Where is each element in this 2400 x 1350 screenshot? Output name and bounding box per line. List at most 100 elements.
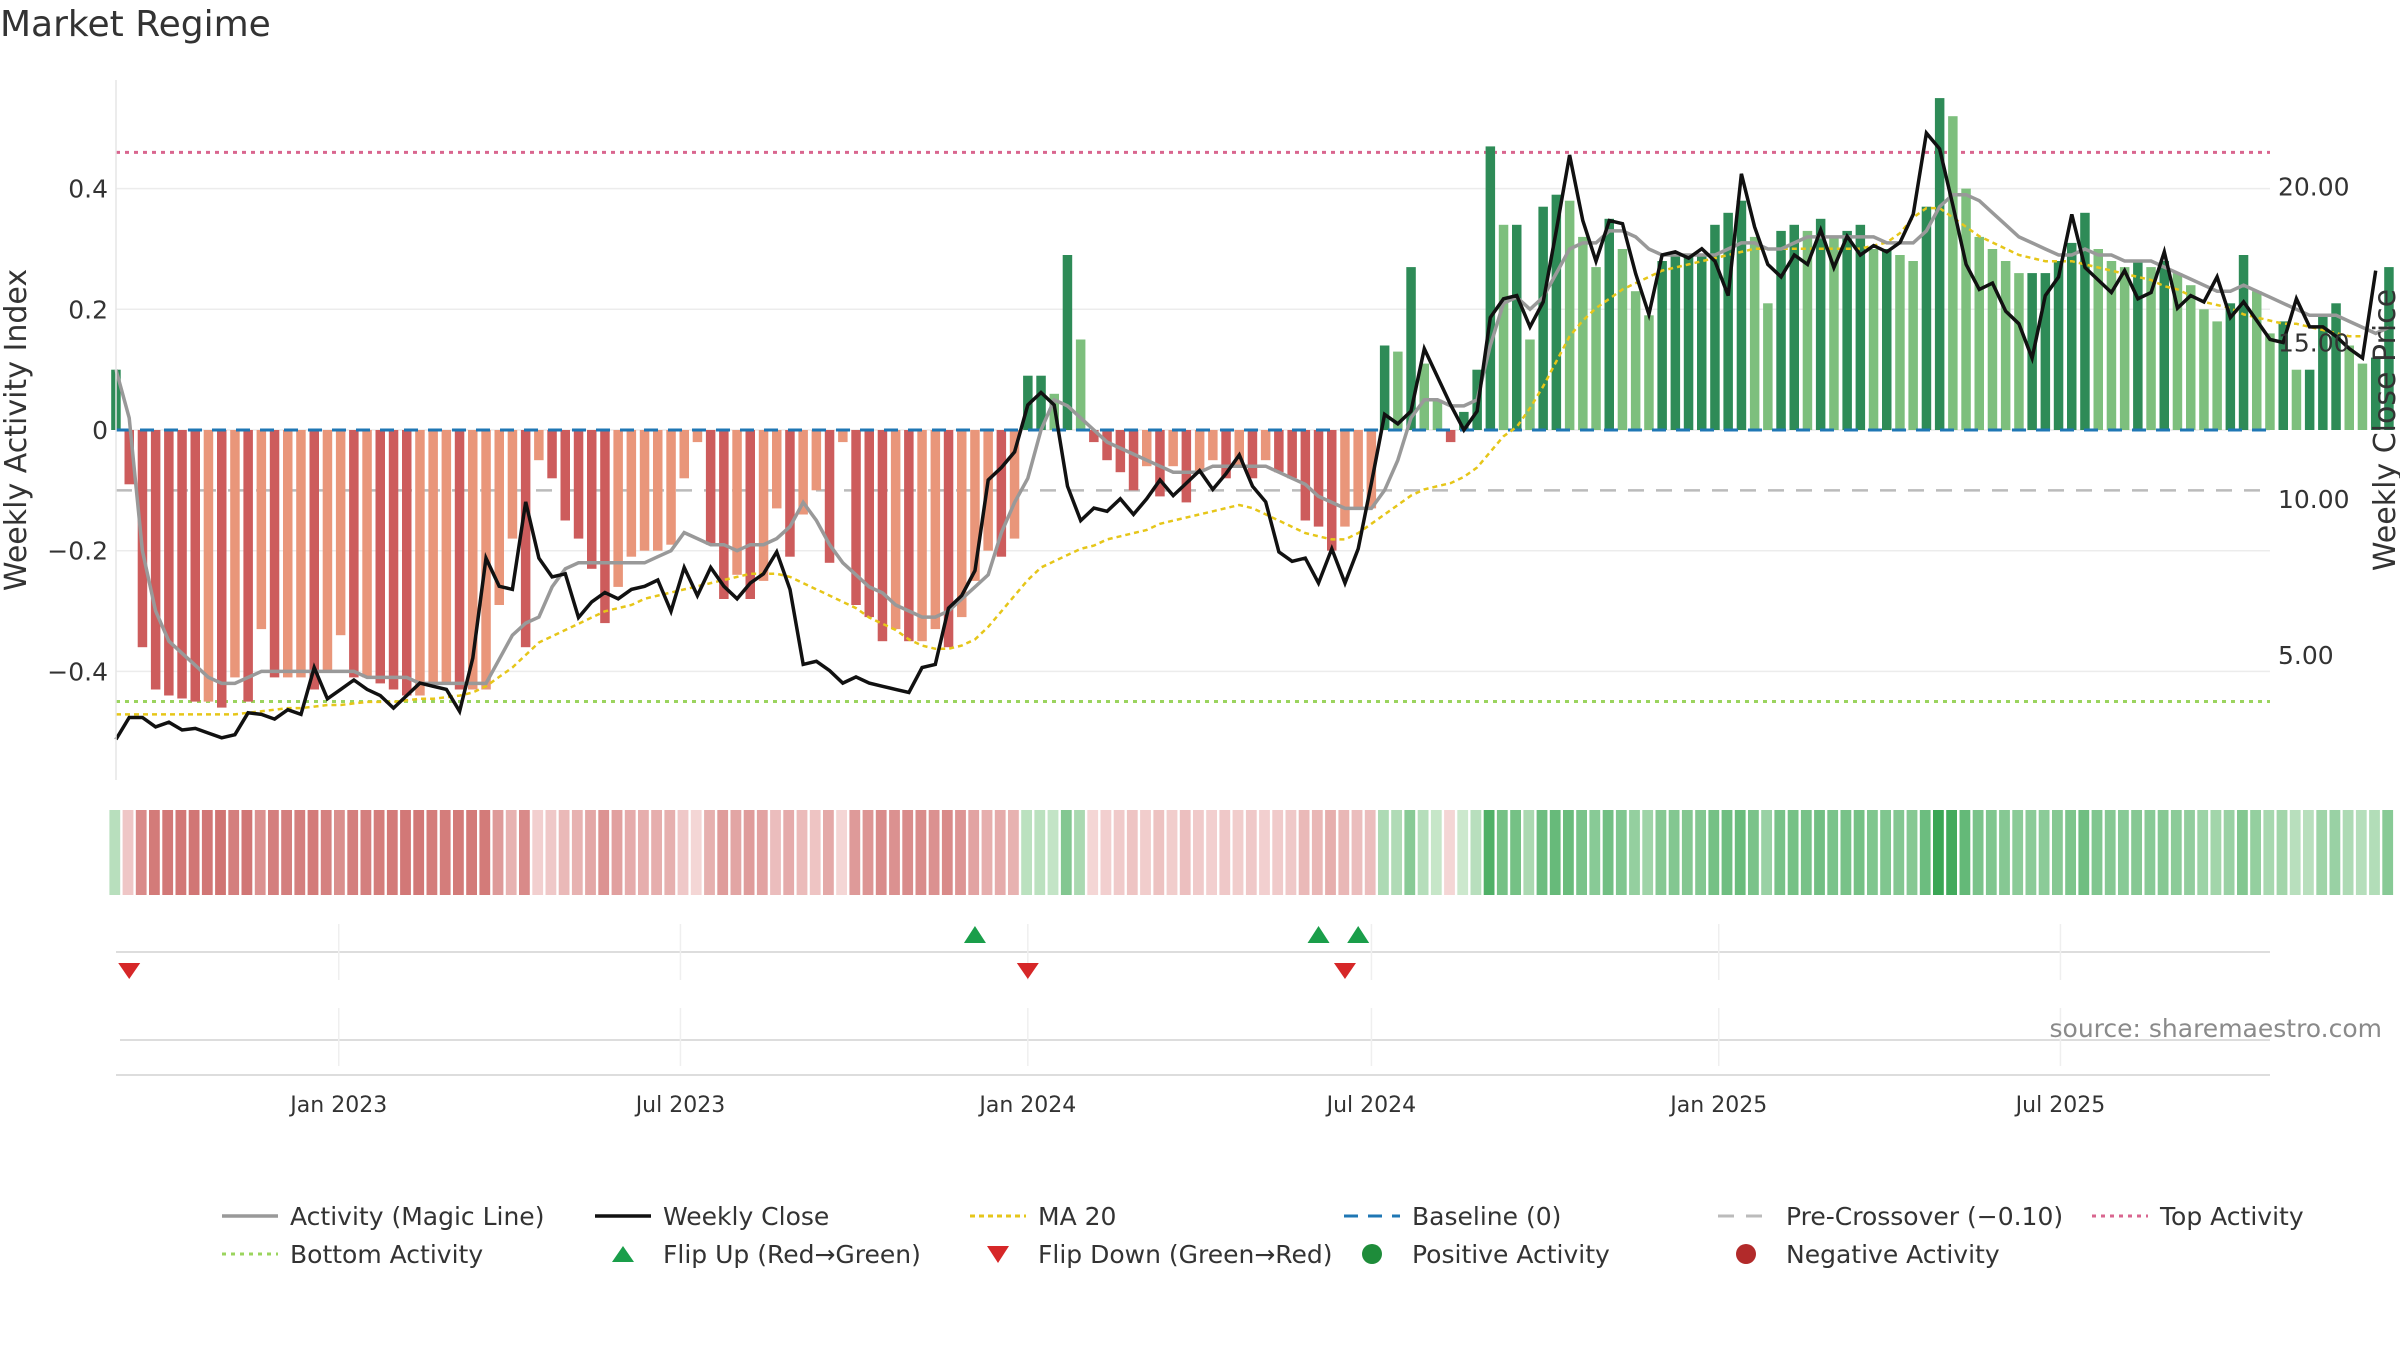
activity-bar bbox=[1419, 363, 1429, 430]
activity-bar bbox=[415, 430, 425, 696]
y2-tick-label: 20.00 bbox=[2278, 172, 2350, 201]
regime-cell bbox=[994, 810, 1006, 895]
regime-cell bbox=[519, 810, 530, 895]
regime-cell bbox=[1589, 810, 1601, 895]
activity-bar bbox=[1313, 430, 1324, 527]
legend-weekly-close: Weekly Close bbox=[593, 1199, 829, 1233]
activity-bar bbox=[2291, 369, 2302, 430]
activity-bar bbox=[428, 430, 438, 684]
regime-cell bbox=[532, 810, 544, 895]
activity-bar bbox=[838, 430, 848, 443]
activity-bar bbox=[1406, 267, 1416, 430]
regime-cell bbox=[2038, 810, 2050, 895]
regime-cell bbox=[2237, 810, 2248, 895]
flip-up-marker bbox=[1307, 926, 1330, 943]
activity-bar bbox=[1538, 206, 1548, 430]
regime-cell bbox=[1774, 810, 1786, 895]
regime-cell bbox=[1338, 810, 1350, 895]
regime-cell bbox=[2289, 810, 2301, 895]
activity-bar bbox=[1221, 430, 1231, 479]
activity-bar bbox=[2172, 273, 2183, 430]
activity-bar bbox=[1340, 430, 1350, 527]
activity-bar bbox=[1987, 249, 1998, 430]
regime-cell bbox=[2355, 810, 2367, 895]
regime-cell bbox=[717, 810, 729, 895]
regime-cell bbox=[1444, 810, 1455, 895]
activity-bar bbox=[190, 430, 200, 702]
legend-swatch bbox=[1736, 1244, 1756, 1264]
regime-cell bbox=[2276, 810, 2288, 895]
regime-cell bbox=[928, 810, 940, 895]
activity-bar bbox=[124, 430, 134, 485]
activity-bar bbox=[930, 430, 941, 630]
regime-cell bbox=[241, 810, 253, 895]
activity-bar bbox=[705, 430, 716, 545]
activity-bar bbox=[1062, 255, 1073, 430]
activity-bar bbox=[732, 430, 742, 575]
activity-bar bbox=[1393, 351, 1403, 430]
flip-down-marker bbox=[1333, 963, 1356, 979]
activity-bar bbox=[1657, 261, 1667, 430]
activity-bar bbox=[402, 430, 412, 696]
activity-bar bbox=[1208, 430, 1218, 461]
regime-cell bbox=[439, 810, 451, 895]
regime-cell bbox=[1126, 810, 1138, 895]
legend-label: Activity (Magic Line) bbox=[290, 1201, 545, 1231]
activity-bar bbox=[1128, 430, 1139, 491]
regime-cell bbox=[2052, 810, 2063, 895]
source-note: source: sharemaestro.com bbox=[2049, 1014, 2383, 1043]
regime-cell bbox=[2104, 810, 2116, 895]
regime-cell bbox=[1721, 810, 1733, 895]
activity-bar bbox=[283, 430, 293, 678]
activity-bar bbox=[1300, 430, 1311, 521]
legend-label: Flip Down (Green→Red) bbox=[1038, 1239, 1333, 1269]
magic-line bbox=[114, 192, 2390, 686]
regime-cell bbox=[281, 810, 292, 895]
activity-bar bbox=[2014, 273, 2024, 430]
regime-cell bbox=[783, 810, 795, 895]
regime-cell bbox=[902, 810, 914, 895]
legend-top-activity: Top Activity bbox=[2090, 1199, 2304, 1233]
flip-signals-panel bbox=[116, 924, 2270, 980]
activity-bar bbox=[335, 430, 346, 636]
activity-bar bbox=[1287, 430, 1297, 479]
legend: Activity (Magic Line) Weekly Close MA 20 Ba… bbox=[0, 1195, 2400, 1295]
activity-bar bbox=[1948, 116, 1958, 430]
regime-cell bbox=[598, 810, 610, 895]
activity-bar bbox=[1247, 430, 1258, 479]
regime-cell bbox=[320, 810, 332, 895]
regime-cell bbox=[704, 810, 715, 895]
regime-cell bbox=[2025, 810, 2037, 895]
regime-cell bbox=[188, 810, 200, 895]
regime-cell bbox=[2316, 810, 2328, 895]
activity-bar bbox=[256, 430, 267, 630]
activity-bar bbox=[1789, 224, 1799, 430]
legend-label: Positive Activity bbox=[1412, 1239, 1610, 1269]
regime-cell bbox=[1179, 810, 1191, 895]
regime-cell bbox=[638, 810, 649, 895]
activity-bar bbox=[1155, 430, 1165, 497]
regime-cell bbox=[386, 810, 398, 895]
legend-swatch bbox=[612, 1246, 634, 1262]
activity-bar bbox=[2252, 291, 2262, 430]
activity-bar bbox=[454, 430, 465, 690]
regime-cell bbox=[915, 810, 927, 895]
regime-cell bbox=[796, 810, 808, 895]
legend-swatch bbox=[222, 1252, 278, 1256]
activity-bar bbox=[1551, 194, 1562, 430]
y-tick-label: 0 bbox=[92, 416, 108, 445]
y-axis-title: Weekly Activity Index bbox=[0, 269, 34, 591]
legend-swatch bbox=[1344, 1214, 1400, 1218]
legend-swatch bbox=[1718, 1214, 1774, 1218]
regime-cell bbox=[1563, 810, 1574, 895]
legend-label: Bottom Activity bbox=[290, 1239, 484, 1269]
regime-cell bbox=[1232, 810, 1244, 895]
activity-bar bbox=[917, 430, 927, 642]
regime-cell bbox=[1985, 810, 1997, 895]
activity-bar bbox=[890, 430, 901, 630]
activity-bar bbox=[1578, 236, 1588, 430]
activity-bar bbox=[758, 430, 769, 581]
regime-cell bbox=[1655, 810, 1667, 895]
activity-bar bbox=[296, 430, 306, 678]
bottom-panel: Jan 2023 Jul 2023 Jan 2024 Jul 2024 Jan 2025… bbox=[116, 1008, 2270, 1118]
